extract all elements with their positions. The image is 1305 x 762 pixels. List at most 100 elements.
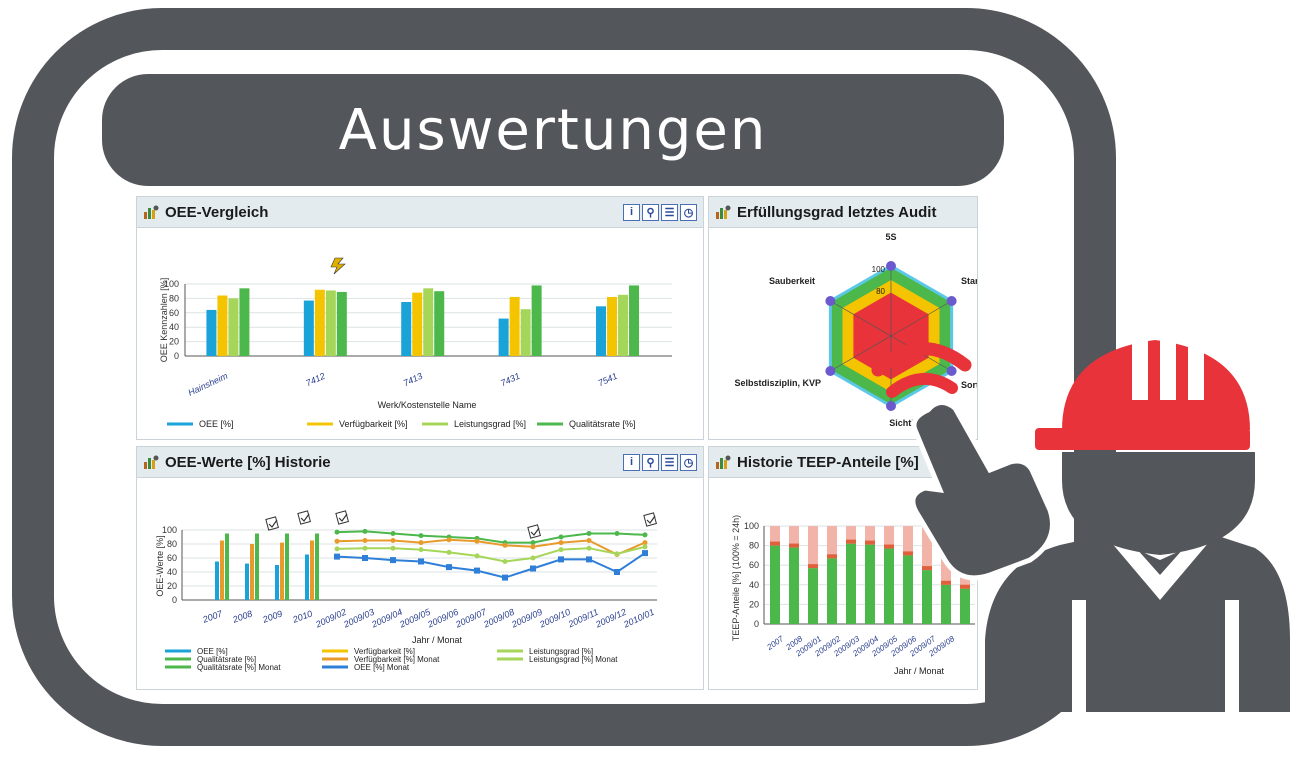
bar <box>509 296 520 356</box>
year-bar <box>225 533 229 600</box>
y-tick-label: 60 <box>749 560 759 570</box>
export-icon[interactable]: ☰ <box>661 453 678 471</box>
month-point <box>586 531 592 536</box>
teep-bar-remainder <box>808 526 818 569</box>
teep-bar <box>827 558 837 624</box>
y-tick-label: 100 <box>162 525 177 535</box>
event-marker-icon <box>265 516 279 531</box>
bar <box>498 318 509 356</box>
bar <box>206 309 217 356</box>
teep-bar-segment <box>827 554 837 559</box>
month-point <box>614 551 620 557</box>
month-point <box>390 557 396 564</box>
clock-icon[interactable]: ◷ <box>680 453 697 471</box>
month-point <box>362 545 368 551</box>
teep-bar-segment <box>941 580 951 585</box>
month-point <box>418 558 424 565</box>
teep-bar-segment <box>789 543 799 548</box>
info-icon[interactable]: i <box>623 453 640 471</box>
teep-bar-remainder <box>884 526 894 549</box>
y-tick-label: 100 <box>744 521 759 531</box>
month-point <box>642 550 648 557</box>
month-point <box>558 534 564 540</box>
radar-axis-label: Sauberkeit <box>769 276 815 286</box>
legend-label: Qualitätsrate [%] <box>569 419 636 429</box>
month-point <box>474 538 480 544</box>
oee-history-header: OEE-Werte [%] Historie i ⚲ ☰ ◷ <box>137 447 703 478</box>
teep-title: Historie TEEP-Anteile [%] <box>737 453 919 471</box>
teep-bar <box>808 568 818 624</box>
y-tick-label: 0 <box>754 619 759 629</box>
teep-chart: 100 80 60 40 20 0 TEEP-Anteile [%] (100% = 24h… <box>731 515 975 676</box>
bar <box>336 291 347 356</box>
month-point <box>530 544 536 550</box>
audit-radar-chart: 5SStarSortSichtbare OrdSelbstdisziplin, … <box>734 232 977 428</box>
month-point <box>446 537 452 543</box>
teep-bar-segment <box>808 564 818 569</box>
export-icon[interactable]: ☰ <box>661 203 678 221</box>
month-series-line <box>336 552 646 579</box>
month-point <box>334 529 340 535</box>
checkmark-icon <box>530 527 540 536</box>
legend-label: Qualitätsrate [%] <box>197 655 256 664</box>
audit-title: Erfüllungsgrad letztes Audit <box>737 203 937 221</box>
teep-bar-remainder <box>789 526 799 548</box>
chart-icon <box>144 455 159 469</box>
info-icon[interactable]: i <box>623 203 640 221</box>
year-bar <box>245 563 249 600</box>
y-tick-label: 0 <box>174 351 179 361</box>
checkmark-icon <box>338 513 348 522</box>
month-point <box>586 545 592 551</box>
checkmark-icon <box>268 519 278 528</box>
teep-bar-segment <box>960 584 970 589</box>
y-tick-label: 100 <box>164 279 179 289</box>
teep-bar-remainder <box>865 526 875 545</box>
month-point <box>642 532 648 538</box>
bar <box>217 295 228 356</box>
audit-header: Erfüllungsgrad letztes Audit <box>709 197 977 228</box>
legend-label: Leistungsgrad [%] Monat <box>529 655 618 664</box>
event-marker-icon <box>335 510 349 525</box>
bar <box>325 290 336 356</box>
month-point <box>642 544 648 550</box>
teep-bar <box>960 588 970 624</box>
legend-label: Leistungsgrad [%] <box>454 419 526 429</box>
month-point <box>502 574 508 581</box>
radar-point <box>825 366 836 376</box>
zoom-icon[interactable]: ⚲ <box>642 203 659 221</box>
oee-compare-title: OEE-Vergleich <box>165 203 269 221</box>
y-tick-label: 0 <box>172 595 177 605</box>
year-bar <box>310 540 314 600</box>
y-axis-label: TEEP-Anteile [%] (100% = 24h) <box>731 515 741 641</box>
bar <box>228 298 239 356</box>
year-bar <box>255 533 259 600</box>
radar-point <box>825 296 836 306</box>
radar-axis-label: Sort <box>961 380 977 390</box>
legend-label: Verfügbarkeit [%] <box>339 419 408 429</box>
oee-compare-panel: OEE-Vergleich i ⚲ ☰ ◷ 100 80 60 40 20 0 OEE Ke… <box>136 196 704 440</box>
teep-bar-remainder <box>827 526 837 559</box>
month-point <box>446 549 452 555</box>
month-point <box>418 547 424 553</box>
legend-label: OEE [%] <box>197 647 228 656</box>
bar <box>629 285 640 356</box>
radar-point <box>946 296 957 306</box>
legend-label: Qualitätsrate [%] Monat <box>197 663 281 672</box>
radar-axis-label: Star <box>961 276 977 286</box>
teep-bar <box>903 555 913 624</box>
zoom-icon[interactable]: ⚲ <box>642 453 659 471</box>
teep-bar-segment <box>846 539 856 544</box>
y-tick-label: 40 <box>169 322 179 332</box>
clock-icon[interactable]: ◷ <box>680 203 697 221</box>
month-point <box>390 538 396 543</box>
teep-bar <box>884 548 894 624</box>
oee-compare-header: OEE-Vergleich i ⚲ ☰ ◷ <box>137 197 703 228</box>
month-point <box>614 531 620 536</box>
y-tick-label: 20 <box>169 337 179 347</box>
month-point <box>530 540 536 546</box>
y-tick-label: 40 <box>167 567 177 577</box>
bar <box>303 300 314 356</box>
bar <box>434 291 445 356</box>
